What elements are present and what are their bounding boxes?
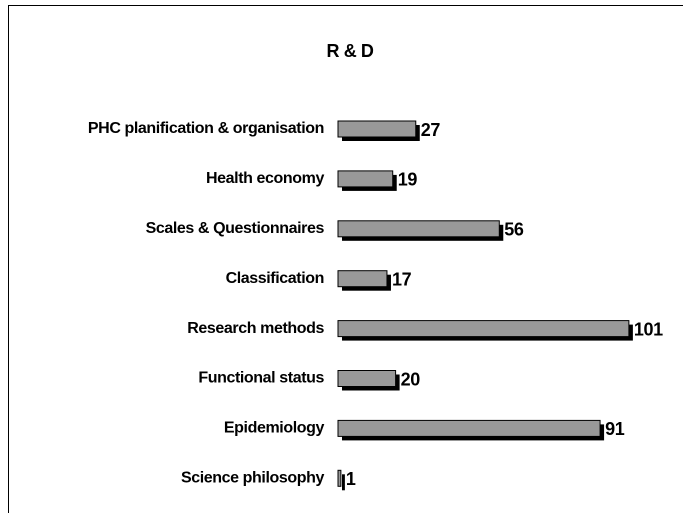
chart-title: R & D bbox=[327, 41, 374, 61]
y-tick-label: Research methods bbox=[187, 320, 324, 337]
value-label: 20 bbox=[401, 369, 421, 389]
bar bbox=[337, 120, 417, 138]
y-tick-label: Classification bbox=[226, 270, 324, 287]
y-tick-label: Science philosophy bbox=[181, 470, 325, 487]
value-label: 1 bbox=[346, 469, 356, 489]
value-label: 56 bbox=[504, 220, 524, 240]
value-label: 27 bbox=[421, 120, 441, 140]
bar bbox=[337, 270, 388, 288]
value-label: 91 bbox=[605, 419, 625, 439]
bar bbox=[337, 320, 630, 338]
value-label: 17 bbox=[392, 269, 412, 289]
y-tick-label: Scales & Questionnaires bbox=[146, 220, 325, 237]
bar bbox=[337, 370, 397, 387]
value-label: 19 bbox=[398, 170, 418, 190]
bar bbox=[337, 419, 601, 437]
bar-shadow bbox=[342, 474, 345, 491]
y-tick-label: Functional status bbox=[198, 370, 324, 387]
bar bbox=[337, 170, 394, 188]
y-tick-label: Health economy bbox=[206, 170, 324, 187]
y-tick-label: PHC planification & organisation bbox=[88, 120, 324, 137]
bar bbox=[337, 220, 500, 238]
bar bbox=[337, 469, 342, 487]
y-tick-label: Epidemiology bbox=[224, 420, 325, 437]
value-label: 101 bbox=[634, 319, 663, 339]
